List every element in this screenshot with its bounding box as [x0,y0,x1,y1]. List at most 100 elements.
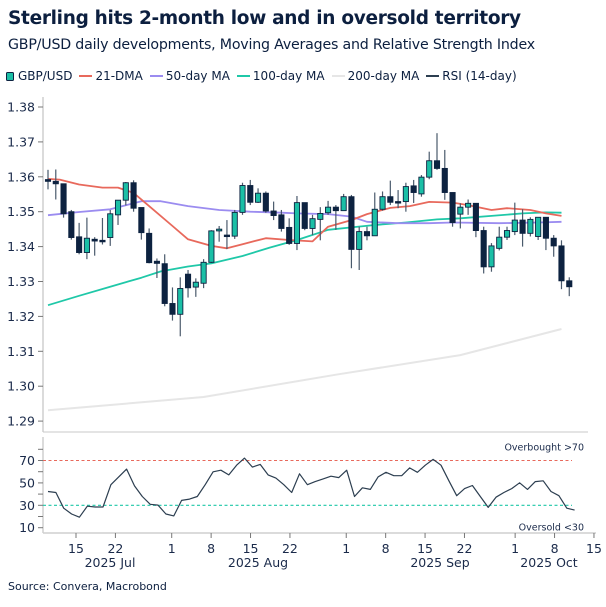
candle [503,226,511,240]
line-swatch-icon [236,75,250,77]
candle [60,183,67,218]
y-tick-label: 1.38 [7,100,35,115]
candle-body [395,201,402,204]
candle-body [317,212,324,220]
candle-body [457,206,464,215]
candle [550,235,557,257]
candle [542,216,549,251]
candle-body [286,226,293,244]
rsi-line [47,457,575,518]
candle-body [177,288,184,315]
legend-item: 21-DMA [79,69,143,83]
candle [527,217,534,237]
x-tick-label: 8 [551,541,559,556]
candle [107,209,114,246]
x-month-label: 2025 Jul [85,555,136,570]
candle [130,180,137,212]
candle [465,199,472,215]
candle [566,277,573,297]
candle-body [410,185,417,193]
candle [83,217,90,260]
candle-body [301,202,308,229]
candle [410,179,417,203]
candle [395,190,402,209]
candle-body [99,239,106,243]
legend-item: GBP/USD [6,69,72,83]
candle [247,179,254,206]
candle [496,226,503,251]
x-tick-label: 15 [68,541,84,556]
x-month-label: 2025 Sep [410,555,469,570]
candle-body [114,199,122,216]
candle-body [511,219,518,233]
candle-body [60,183,67,215]
chart-subtitle: GBP/USD daily developments, Moving Avera… [8,37,535,53]
y-tick-label: 1.32 [7,309,35,324]
candle-body [223,234,230,238]
candle-body [184,273,192,289]
candle [200,259,207,289]
candle-body [371,208,378,237]
candle [363,226,371,241]
oversold-label: Oversold <30 [519,522,584,533]
candle-body [356,231,363,250]
legend-label: RSI (14-day) [442,69,517,83]
candle-body [192,281,199,288]
y-tick-label: 1.31 [7,344,35,359]
candle [325,200,332,215]
candle-body [465,202,472,208]
x-tick-label: 1 [511,541,519,556]
candle-body [239,185,246,213]
y-tick-label: 1.35 [7,204,35,219]
y-tick-label: 1.36 [7,169,35,184]
x-tick-label: 8 [382,541,390,556]
candle-body [527,218,534,234]
x-tick-label: 1 [342,541,350,556]
candle-body [426,160,433,178]
candle-body [332,206,339,212]
candle [192,278,199,297]
candle [208,230,215,264]
candle-body [363,231,371,237]
candle [379,191,386,211]
legend-label: 200-day MA [347,69,420,83]
rsi-y-tick-label: 10 [19,520,35,535]
candle [278,209,285,232]
legend-item: 200-day MA [331,69,420,83]
candle [231,209,238,239]
candle [558,240,565,290]
candle-body [441,167,448,193]
candle-body [519,219,526,234]
candle [457,203,464,229]
x-tick-label: 22 [282,541,298,556]
candle-body [348,196,355,250]
candle-body [433,160,441,169]
candle-body [91,238,98,242]
candle-body [379,196,386,210]
candle [44,169,52,190]
candle [161,254,168,307]
candle-body [270,210,277,216]
candle-body [130,182,137,209]
candle [387,180,394,206]
x-tick-label: 15 [417,541,433,556]
y-tick-label: 1.37 [7,134,35,149]
candle [262,191,269,213]
candle-body [262,192,269,212]
candle [519,209,526,247]
chart-title: Sterling hits 2-month low and in oversol… [8,8,521,29]
candle-body [146,232,153,264]
candle [239,182,246,215]
y-tick-label: 1.29 [7,414,35,429]
candle [480,226,487,274]
candle [317,207,324,241]
x-tick-label: 15 [586,541,602,556]
candle [177,277,184,337]
candle [418,175,425,197]
candle-body [309,218,316,229]
candle-body [449,192,456,223]
candle-body [52,180,59,185]
x-tick-label: 1 [168,541,176,556]
candle-body [503,230,511,238]
candle-body [340,196,347,212]
